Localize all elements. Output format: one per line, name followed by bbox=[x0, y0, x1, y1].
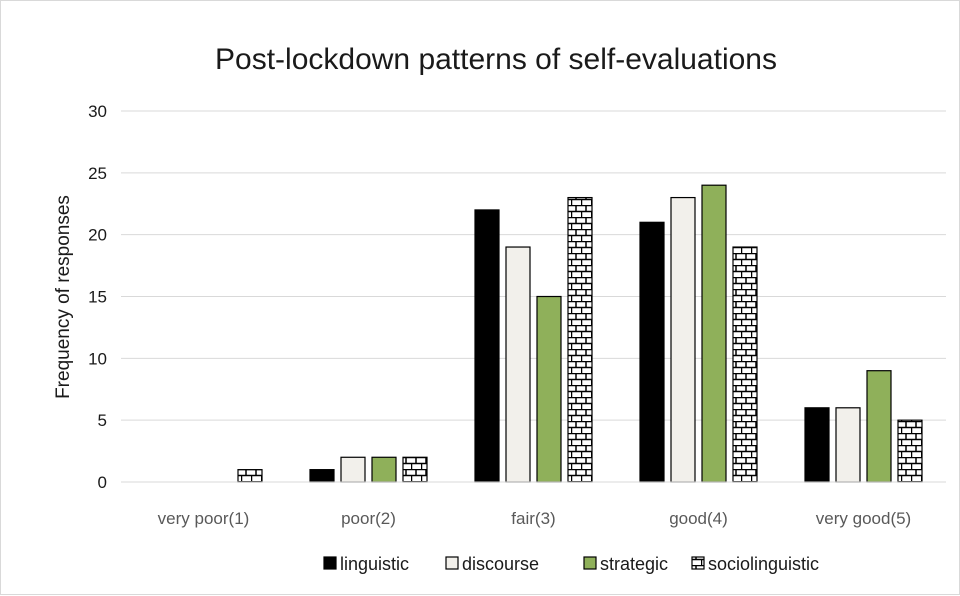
x-tick-label: good(4) bbox=[669, 509, 728, 528]
x-axis-ticks: very poor(1) poor(2) fair(3) good(4) very go… bbox=[158, 509, 912, 528]
bar-strategic bbox=[701, 184, 727, 483]
legend-swatch-strategic bbox=[583, 556, 597, 570]
x-tick-label: fair(3) bbox=[511, 509, 555, 528]
x-tick-label: poor(2) bbox=[341, 509, 396, 528]
y-tick-label: 30 bbox=[88, 102, 107, 121]
legend-label-discourse: discourse bbox=[462, 554, 539, 574]
chart-title: Post-lockdown patterns of self-evaluatio… bbox=[215, 43, 777, 76]
y-axis-ticks: 0 5 10 15 20 25 30 bbox=[88, 102, 107, 492]
bar-linguistic bbox=[804, 407, 830, 483]
legend-swatch-discourse bbox=[445, 556, 459, 570]
bars bbox=[237, 184, 923, 483]
y-tick-label: 10 bbox=[88, 349, 107, 368]
bar-sociolinguistic bbox=[237, 469, 263, 483]
y-tick-label: 5 bbox=[98, 411, 107, 430]
legend-swatch-linguistic bbox=[323, 556, 337, 570]
y-tick-label: 20 bbox=[88, 226, 107, 245]
bar-sociolinguistic bbox=[402, 456, 428, 483]
bar-sociolinguistic bbox=[732, 246, 758, 483]
legend-label-strategic: strategic bbox=[600, 554, 668, 574]
bar-linguistic bbox=[309, 469, 335, 483]
bar-discourse bbox=[505, 246, 531, 483]
x-tick-label: very poor(1) bbox=[158, 509, 250, 528]
legend: linguistic discourse strategic sociolinguis… bbox=[323, 554, 819, 574]
bar-linguistic bbox=[639, 221, 665, 483]
gridlines bbox=[121, 110, 946, 421]
bar-sociolinguistic bbox=[897, 419, 923, 483]
y-tick-label: 0 bbox=[98, 473, 107, 492]
y-axis-label: Frequency of responses bbox=[53, 195, 74, 399]
bar-strategic bbox=[371, 456, 397, 483]
bar-discourse bbox=[670, 196, 696, 483]
legend-swatch-sociolinguistic bbox=[691, 556, 705, 570]
bar-linguistic bbox=[474, 209, 500, 483]
legend-label-sociolinguistic: sociolinguistic bbox=[708, 554, 819, 574]
bar-strategic bbox=[866, 370, 892, 483]
x-tick-label: very good(5) bbox=[816, 509, 911, 528]
bar-strategic bbox=[536, 295, 562, 483]
y-tick-label: 15 bbox=[88, 288, 107, 307]
y-tick-label: 25 bbox=[88, 164, 107, 183]
bar-discourse bbox=[835, 407, 861, 483]
legend-label-linguistic: linguistic bbox=[340, 554, 409, 574]
bar-discourse bbox=[340, 456, 366, 483]
bar-sociolinguistic bbox=[567, 196, 593, 483]
